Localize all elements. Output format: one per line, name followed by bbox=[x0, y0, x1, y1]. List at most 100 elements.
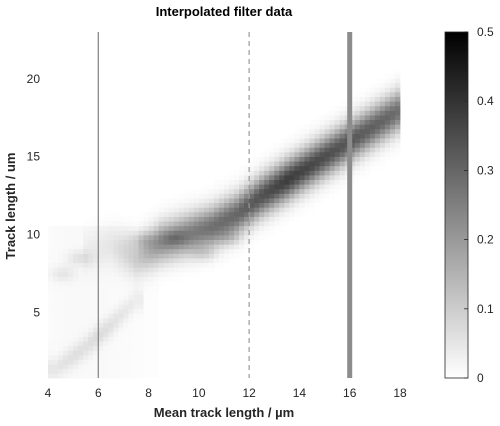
heatmap-cell bbox=[249, 184, 255, 190]
heatmap-cell bbox=[198, 262, 205, 268]
heatmap-cell bbox=[108, 290, 114, 296]
heatmap-cell bbox=[299, 165, 305, 171]
heatmap-cell bbox=[113, 253, 119, 259]
heatmap-cell bbox=[294, 142, 300, 148]
heatmap-cell bbox=[168, 198, 175, 204]
heatmap-cell bbox=[148, 262, 154, 268]
heatmap-cell bbox=[299, 151, 305, 157]
heatmap-cell bbox=[264, 161, 270, 167]
heatmap-cell bbox=[299, 179, 305, 185]
heatmap-cell bbox=[138, 262, 144, 268]
heatmap-cell bbox=[229, 234, 235, 240]
heatmap-cell bbox=[128, 276, 134, 282]
heatmap-cell bbox=[264, 216, 270, 222]
heatmap-cell bbox=[339, 128, 346, 134]
heatmap-cell bbox=[153, 308, 160, 314]
heatmap-cell bbox=[193, 230, 200, 236]
heatmap-cell bbox=[379, 96, 386, 102]
heatmap-cell bbox=[173, 248, 180, 254]
heatmap-cell bbox=[289, 170, 295, 176]
heatmap-cell bbox=[354, 170, 361, 176]
heatmap-cell bbox=[163, 258, 170, 264]
heatmap-cell bbox=[48, 285, 54, 291]
heatmap-cell bbox=[48, 318, 54, 324]
heatmap-cell bbox=[58, 248, 64, 254]
heatmap-cell bbox=[259, 230, 265, 236]
heatmap-cell bbox=[88, 304, 94, 310]
heatmap-cell bbox=[198, 230, 205, 236]
heatmap-cell bbox=[334, 188, 341, 194]
heatmap-cell bbox=[93, 322, 99, 328]
heatmap-cell bbox=[158, 221, 165, 227]
heatmap-cell bbox=[53, 341, 59, 347]
heatmap-cell bbox=[83, 244, 89, 250]
heatmap-cell bbox=[369, 156, 376, 162]
heatmap-cell bbox=[83, 373, 89, 379]
heatmap-cell bbox=[73, 327, 79, 333]
heatmap-cell bbox=[133, 294, 139, 300]
heatmap-cell bbox=[93, 225, 99, 231]
heatmap-cell bbox=[364, 156, 371, 162]
heatmap-cell bbox=[183, 244, 190, 250]
heatmap-cell bbox=[203, 211, 210, 217]
heatmap-cell bbox=[78, 244, 84, 250]
heatmap-cell bbox=[229, 239, 235, 245]
heatmap-cell bbox=[244, 193, 250, 199]
heatmap-cell bbox=[123, 234, 129, 240]
heatmap-cell bbox=[178, 267, 185, 273]
heatmap-cell bbox=[68, 350, 74, 356]
heatmap-cell bbox=[274, 179, 280, 185]
heatmap-cell bbox=[254, 239, 260, 245]
heatmap-cell bbox=[329, 133, 336, 139]
heatmap-cell bbox=[319, 147, 325, 153]
heatmap-cell bbox=[123, 221, 129, 227]
heatmap-cell bbox=[299, 138, 305, 144]
heatmap-cell bbox=[183, 248, 190, 254]
heatmap-cell bbox=[138, 373, 144, 379]
heatmap-cell bbox=[173, 230, 180, 236]
heatmap-cell bbox=[234, 207, 240, 213]
heatmap-cell bbox=[394, 82, 401, 88]
heatmap-cell bbox=[224, 193, 230, 199]
heatmap-cell bbox=[299, 161, 305, 167]
heatmap-cell bbox=[63, 276, 69, 282]
heatmap-area bbox=[48, 68, 401, 379]
heatmap-cell bbox=[329, 105, 336, 111]
heatmap-cell bbox=[324, 161, 330, 167]
heatmap-cell bbox=[234, 216, 240, 222]
heatmap-cell bbox=[133, 285, 139, 291]
heatmap-cell bbox=[269, 142, 275, 148]
heatmap-cell bbox=[63, 364, 69, 370]
heatmap-cell bbox=[133, 350, 139, 356]
heatmap-cell bbox=[374, 91, 381, 97]
heatmap-cell bbox=[58, 354, 64, 360]
heatmap-cell bbox=[178, 207, 185, 213]
heatmap-cell bbox=[274, 147, 280, 153]
heatmap-cell bbox=[289, 184, 295, 190]
heatmap-cell bbox=[279, 225, 285, 231]
heatmap-cell bbox=[284, 156, 290, 162]
heatmap-cell bbox=[364, 119, 371, 125]
heatmap-cell bbox=[58, 364, 64, 370]
heatmap-cell bbox=[153, 239, 160, 245]
heatmap-cell bbox=[73, 253, 79, 259]
heatmap-cell bbox=[359, 96, 366, 102]
heatmap-cell bbox=[68, 244, 74, 250]
heatmap-cell bbox=[73, 262, 79, 268]
heatmap-cell bbox=[133, 299, 139, 305]
heatmap-cell bbox=[58, 304, 64, 310]
heatmap-cell bbox=[153, 304, 160, 310]
heatmap-cell bbox=[138, 327, 144, 333]
heatmap-cell bbox=[93, 267, 99, 273]
heatmap-cell bbox=[138, 248, 144, 254]
heatmap-cell bbox=[244, 234, 250, 240]
heatmap-cell bbox=[93, 248, 99, 254]
heatmap-cell bbox=[379, 128, 386, 134]
heatmap-cell bbox=[68, 341, 74, 347]
heatmap-cell bbox=[168, 211, 175, 217]
heatmap-cell bbox=[269, 225, 275, 231]
heatmap-cell bbox=[394, 147, 401, 153]
heatmap-cell bbox=[73, 230, 79, 236]
heatmap-cell bbox=[314, 128, 320, 134]
